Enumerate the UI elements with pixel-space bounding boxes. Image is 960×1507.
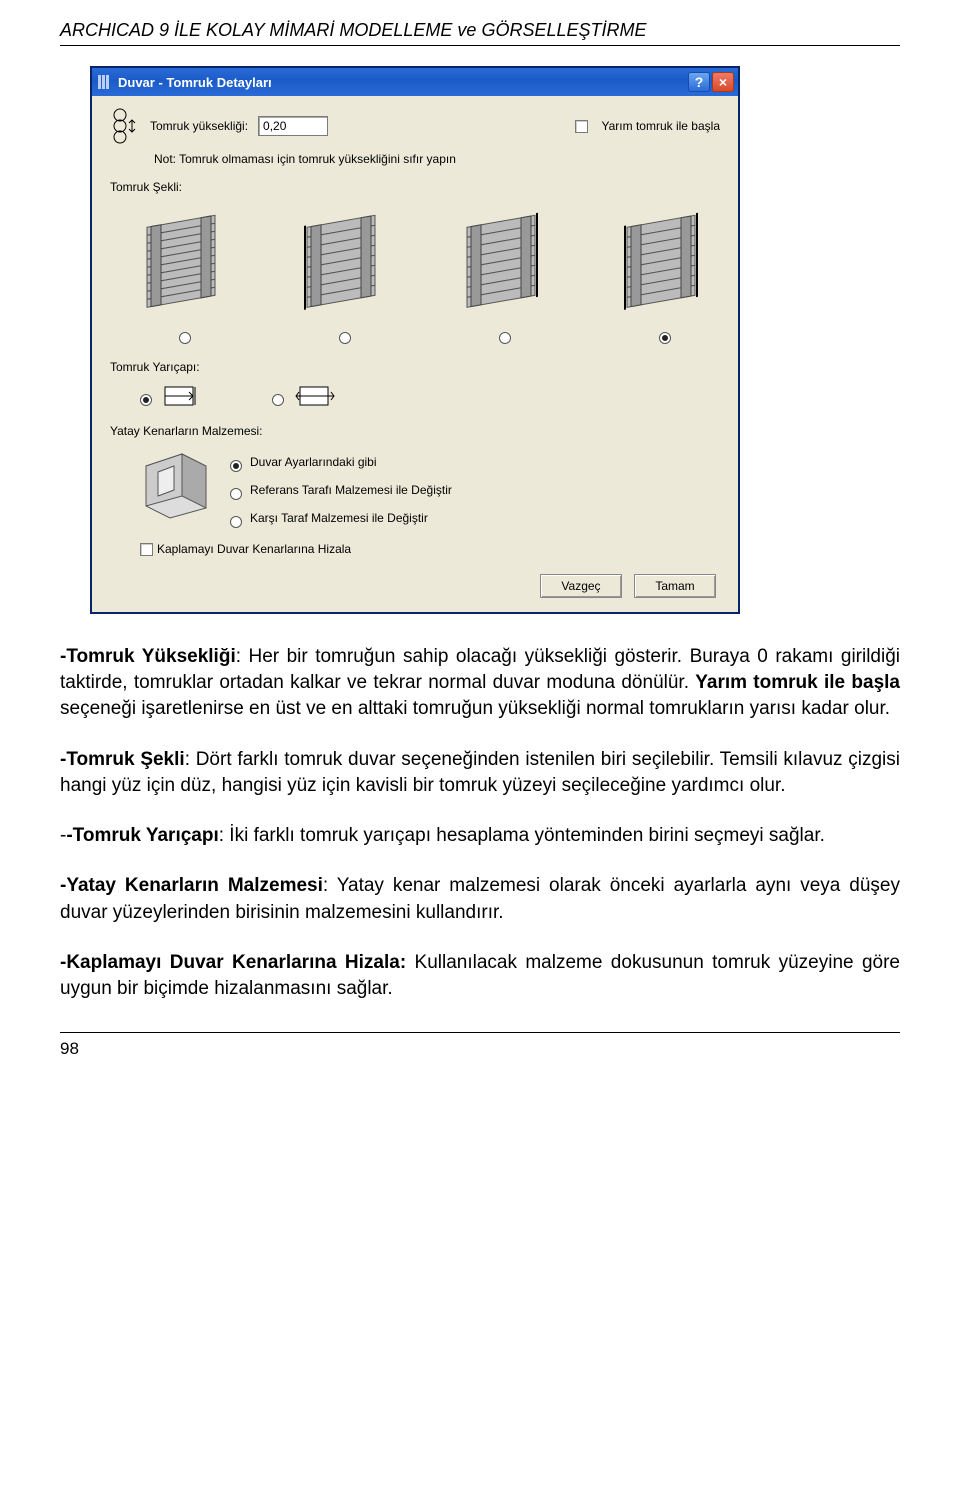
radius-option [272,384,338,408]
shape-option [620,204,710,344]
shape-radio[interactable] [499,332,511,344]
text: : İki farklı tomruk yarıçapı hesaplama y… [219,825,825,846]
dialog-window: Duvar - Tomruk Detayları ? × [90,66,740,614]
paragraph: -Tomruk Yüksekliği: Her bir tomruğun sah… [60,644,900,723]
material-option-label: Karşı Taraf Malzemesi ile Değiştir [250,511,428,525]
page-number: 98 [60,1039,900,1059]
material-radio[interactable] [230,516,242,528]
titlebar[interactable]: Duvar - Tomruk Detayları ? × [92,68,738,96]
half-start-label: Yarım tomruk ile başla [602,119,720,133]
align-row: Kaplamayı Duvar Kenarlarına Hizala [110,542,720,556]
paragraph: -Tomruk Şekli: Dört farklı tomruk duvar … [60,747,900,799]
radius-radio[interactable] [272,394,284,406]
dialog-body: Tomruk yüksekliği: Yarım tomruk ile başl… [92,96,738,612]
ok-button[interactable]: Tamam [634,574,716,598]
material-option-label: Duvar Ayarlarındaki gibi [250,455,377,469]
height-note: Not: Tomruk olmaması için tomruk yüksekl… [154,152,720,166]
radius-options [110,384,720,408]
radius-icon [294,384,338,408]
material-thumb-icon [140,448,212,528]
shape-radio[interactable] [659,332,671,344]
term: Yarım tomruk ile başla [695,672,900,693]
footer-rule [60,1032,900,1033]
page-header: ARCHICAD 9 İLE KOLAY MİMARİ MODELLEME ve… [60,20,900,41]
text: seçeneği işaretlenirse en üst ve en altt… [60,698,890,719]
term: -Kaplamayı Duvar Kenarlarına Hizala: [60,952,406,973]
shape-radio[interactable] [339,332,351,344]
shape-option [300,204,390,344]
close-button[interactable]: × [712,72,734,92]
term: -Tomruk Yüksekliği [60,646,236,667]
height-label: Tomruk yüksekliği: [150,119,248,133]
shape-option [140,204,230,344]
material-label: Yatay Kenarların Malzemesi: [110,424,720,438]
material-section: Duvar Ayarlarındaki gibi Referans Tarafı… [110,448,720,528]
cancel-button[interactable]: Vazgeç [540,574,622,598]
text: : Dört farklı tomruk duvar seçeneğinden … [60,749,900,796]
shape-radio[interactable] [179,332,191,344]
paragraph: -Yatay Kenarların Malzemesi: Yatay kenar… [60,873,900,925]
radius-label: Tomruk Yarıçapı: [110,360,720,374]
half-start-checkbox[interactable] [575,120,588,133]
height-input[interactable] [258,116,328,136]
shape-thumb-icon [460,204,550,324]
term: -Tomruk Şekli [60,749,185,770]
material-option: Duvar Ayarlarındaki gibi [230,452,452,472]
titlebar-text: Duvar - Tomruk Detayları [118,75,688,90]
material-option: Referans Tarafı Malzemesi ile Değiştir [230,480,452,500]
radius-option [140,384,202,408]
material-option: Karşı Taraf Malzemesi ile Değiştir [230,508,452,528]
shape-thumb-icon [620,204,710,324]
term: -Yatay Kenarların Malzemesi [60,875,323,896]
radius-icon [162,384,202,408]
term: -Tomruk Yarıçapı [66,825,218,846]
align-checkbox[interactable] [140,543,153,556]
paragraph: -Kaplamayı Duvar Kenarlarına Hizala: Kul… [60,950,900,1002]
help-button[interactable]: ? [688,72,710,92]
shape-thumb-icon [140,204,230,324]
shape-option [460,204,550,344]
header-rule [60,45,900,46]
shape-label: Tomruk Şekli: [110,180,720,194]
height-icon [110,108,140,144]
app-icon [96,74,112,90]
material-option-label: Referans Tarafı Malzemesi ile Değiştir [250,483,452,497]
material-radio[interactable] [230,460,242,472]
radius-radio[interactable] [140,394,152,406]
paragraph: --Tomruk Yarıçapı: İki farklı tomruk yar… [60,823,900,849]
shape-thumb-icon [300,204,390,324]
align-label: Kaplamayı Duvar Kenarlarına Hizala [157,542,351,556]
shape-options [110,204,720,344]
material-radio[interactable] [230,488,242,500]
